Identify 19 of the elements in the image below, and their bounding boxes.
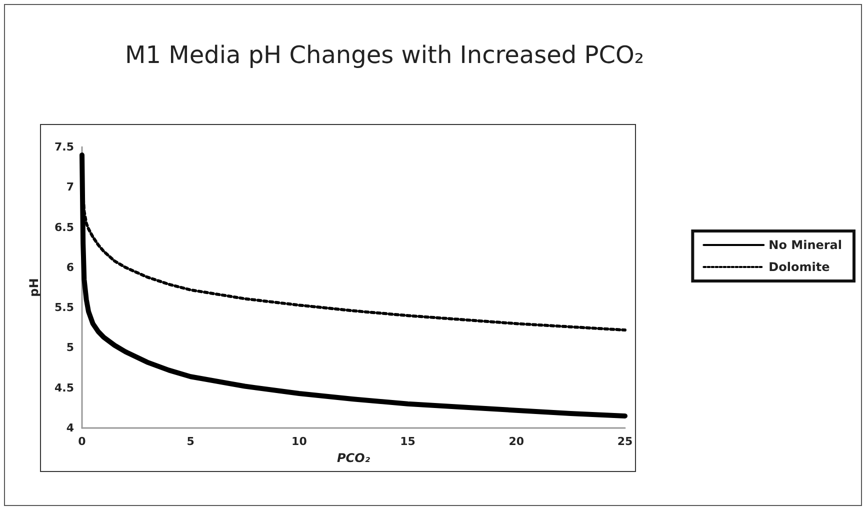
y-tick-label: 4 — [66, 422, 74, 434]
x-tick-label: 10 — [292, 435, 308, 448]
chart-title: M1 Media pH Changes with Increased PCO₂ — [125, 41, 644, 69]
y-tick-label: 4.5 — [54, 381, 74, 394]
y-tick-label: 7 — [66, 180, 74, 194]
y-axis-title: pH — [27, 278, 41, 297]
x-tick-label: 15 — [400, 435, 416, 448]
x-tick-label: 25 — [617, 435, 633, 448]
y-tick-label: 7.5 — [54, 140, 74, 154]
y-tick-label: 6.5 — [54, 220, 74, 234]
legend-label: No Mineral — [768, 238, 842, 252]
x-axis-title: PCO₂ — [336, 450, 371, 465]
x-tick-label: 0 — [78, 435, 86, 448]
x-tick-label: 5 — [186, 435, 194, 448]
y-tick-label: 5 — [66, 341, 74, 354]
y-tick-label: 5.5 — [54, 301, 74, 314]
y-tick-label: 6 — [66, 260, 74, 274]
x-tick-label: 20 — [508, 435, 524, 448]
legend-label: Dolomite — [768, 260, 830, 274]
